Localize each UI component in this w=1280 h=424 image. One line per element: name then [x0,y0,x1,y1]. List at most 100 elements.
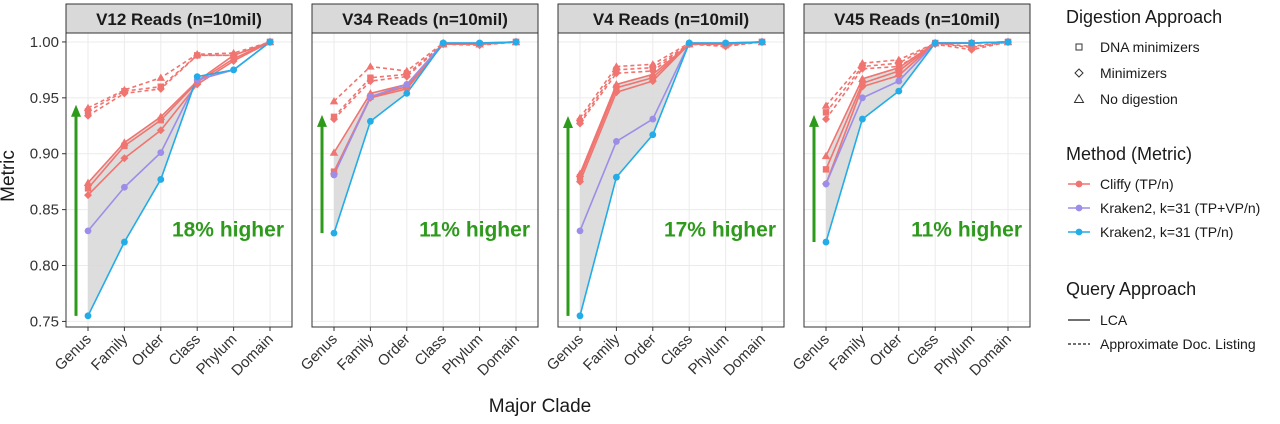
legend-label: Minimizers [1100,65,1167,81]
data-point [329,96,339,105]
series-line [579,41,763,122]
data-point [84,312,92,320]
x-tick-label: Order [128,331,167,370]
legend-label: DNA minimizers [1100,39,1200,55]
data-point [157,176,165,183]
x-tick-label: Genus [544,331,587,374]
x-tick-label: Order [620,331,659,370]
data-point [403,81,411,88]
x-tick-label: Order [866,331,905,370]
improvement-annotation: 18% higher [172,218,284,241]
legend-key-point [1075,180,1083,188]
data-point [230,66,238,74]
facet-panel: V4 Reads (n=10mil) 17% higher GenusFamilyO… [544,3,785,379]
legend-label: Kraken2, k=31 (TP+VP/n) [1100,200,1260,216]
x-tick-label: Genus [52,331,95,374]
improvement-annotation: 17% higher [664,218,776,241]
data-point [859,94,866,102]
difference-shade [88,76,198,316]
data-point [576,174,584,181]
data-point [1004,38,1012,46]
data-point [821,101,831,109]
y-axis: 0.75 0.80 0.85 0.90 0.95 1.00 [30,34,66,330]
data-point [156,126,165,135]
series-line [825,41,1009,107]
data-point [194,52,201,59]
data-point [822,166,830,173]
data-point [821,151,831,160]
x-axis-title: Major Clade [489,396,591,417]
data-point [822,238,830,246]
series-line [579,41,763,182]
data-point [613,138,620,145]
data-point [121,183,128,191]
data-point [266,38,274,46]
facet-panel: V45 Reads (n=10mil) 11% higher GenusFamily… [790,3,1031,379]
series-line [333,41,517,120]
data-point [121,87,128,95]
data-point [859,63,866,70]
legend-key-point [1075,228,1083,236]
y-tick-label: 1.00 [30,34,59,51]
series-line [579,41,763,317]
data-point [367,74,374,81]
series-line [825,41,1009,113]
y-tick-label: 0.90 [30,146,59,163]
facet-strip [557,3,785,34]
series-line [333,41,517,118]
data-point [722,39,729,47]
legend-title-query: Query Approach [1066,279,1196,299]
panel-border [311,32,539,328]
data-point [895,87,903,95]
data-point [476,39,483,47]
data-point [649,131,657,139]
data-point [613,66,620,74]
x-tick-label: Genus [790,331,833,374]
data-point [157,83,164,90]
series-line [333,41,517,234]
data-point [822,180,830,188]
data-point [968,39,975,47]
series-line [87,41,271,317]
legend-label: Kraken2, k=31 (TP/n) [1100,224,1233,240]
legend-title-method: Method (Metric) [1066,144,1192,164]
y-tick-label: 0.95 [30,90,59,107]
legend: Digestion Approach DNA minimizers Minimize… [1066,7,1260,352]
data-point [613,84,620,91]
improvement-arrowhead [317,114,327,127]
data-point [968,44,975,51]
facet-strip [65,3,293,34]
data-point [895,77,903,85]
data-point [84,108,92,115]
y-tick-label: 0.80 [30,258,59,275]
legend-key-point [1075,204,1083,212]
improvement-arrowhead [71,104,81,117]
data-point [367,93,374,101]
data-point [649,115,657,123]
data-point [83,178,93,186]
data-point [894,71,903,80]
series-line [87,41,271,196]
y-axis-title: Metric [0,150,19,202]
data-point [121,142,128,150]
x-tick-label: Family [88,330,132,374]
x-tick-label: Family [334,330,378,374]
data-point [576,227,584,235]
series-line [825,41,1009,243]
series-line [87,41,271,109]
y-tick-label: 0.75 [30,313,59,330]
data-point [367,117,374,125]
data-point [612,88,621,97]
facet-title: V34 Reads (n=10mil) [342,10,508,29]
data-point [403,71,410,78]
data-point [329,148,339,156]
panel-border [65,32,293,328]
improvement-annotation: 11% higher [419,218,530,241]
legend-label: Cliffy (TP/n) [1100,176,1174,192]
series-line [87,41,271,189]
improvement-arrowhead [809,114,819,127]
data-point [84,185,92,192]
data-point [366,62,375,70]
legend-label: No digestion [1100,91,1178,107]
data-point [512,38,520,46]
